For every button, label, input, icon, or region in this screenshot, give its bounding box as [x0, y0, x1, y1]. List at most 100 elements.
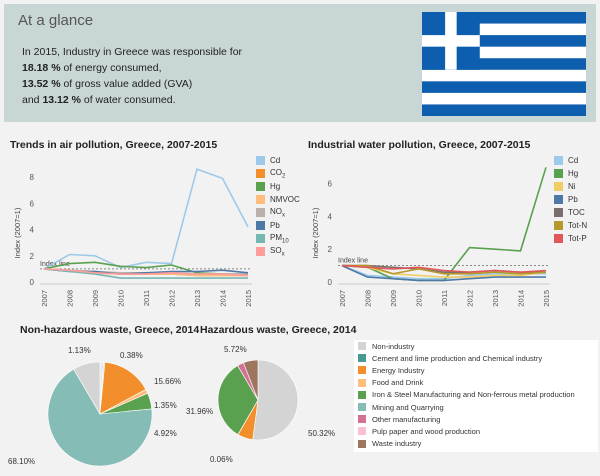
flag-stripe [422, 58, 586, 70]
legend-swatch [358, 378, 366, 387]
haz-slice-label: 0.06% [210, 455, 233, 464]
water-series-line-tot-p [341, 264, 547, 274]
haz-slice [243, 359, 259, 401]
waste-legend-item: Other manufacturing [354, 413, 598, 425]
air-index-line-label: Index line [40, 261, 70, 268]
water-legend-item: Ni [554, 180, 587, 193]
legend-label: PM10 [270, 232, 289, 245]
legend-swatch [358, 342, 366, 351]
legend-swatch [554, 195, 563, 204]
air-series-line-pm [43, 268, 248, 279]
legend-label: Pb [568, 195, 578, 204]
legend-label: Tot-P [568, 234, 587, 243]
air-x-tick: 2007 [40, 290, 49, 307]
legend-swatch [554, 221, 563, 230]
legend-label: Hg [270, 182, 281, 191]
water-y-tick: 6 [328, 180, 333, 189]
legend-swatch [358, 403, 366, 412]
legend-label: Non-industry [372, 341, 415, 351]
water-share-text: of water consumed. [80, 94, 176, 106]
air-chart-title: Trends in air pollution, Greece, 2007-20… [10, 139, 218, 151]
water-y-tick: 0 [328, 278, 333, 287]
legend-label: Food and Drink [372, 378, 424, 388]
water-legend-item: Tot-P [554, 232, 587, 245]
water-legend-item: Cd [554, 154, 587, 167]
air-legend-item: Pb [256, 219, 300, 232]
legend-swatch [256, 247, 265, 256]
legend-swatch [256, 182, 265, 191]
air-legend-item: Hg [256, 180, 300, 193]
haz-slice [252, 359, 299, 441]
nonhaz-chart-title: Non-hazardous waste, Greece, 2014 [20, 324, 200, 336]
waste-legend-item: Iron & Steel Manufacturing and Non-ferro… [354, 389, 598, 401]
water-x-tick: 2011 [440, 290, 449, 306]
waste-sector-legend: Non-industry Cement and lime production a… [354, 340, 598, 452]
air-legend-item: Cd [256, 154, 300, 167]
legend-swatch [256, 234, 265, 243]
flag-stripe [422, 81, 586, 93]
legend-swatch [256, 169, 265, 178]
legend-swatch [256, 156, 265, 165]
water-x-tick: 2007 [338, 290, 347, 307]
legend-label: NMVOC [270, 195, 300, 204]
haz-slice-label: 50.32% [308, 429, 335, 438]
air-pollution-legend: Cd CO2 Hg NMVOC NOx Pb PM10 SOx [256, 154, 300, 258]
air-y-label: Index (2007=1) [13, 207, 22, 258]
haz-slice [217, 365, 259, 435]
haz-chart-title: Hazardous waste, Greece, 2014 [200, 324, 357, 336]
water-x-tick: 2013 [491, 290, 500, 307]
legend-label: Tot-N [568, 221, 588, 230]
waste-legend-item: Energy Industry [354, 364, 598, 376]
air-legend-item: PM10 [256, 232, 300, 245]
legend-label: Pulp paper and wood production [372, 426, 480, 436]
legend-swatch [358, 427, 366, 436]
air-x-tick: 2012 [168, 290, 177, 307]
air-legend-item: NMVOC [256, 193, 300, 206]
air-series-line-so [43, 268, 249, 277]
legend-label: Energy Industry [372, 365, 425, 375]
legend-swatch [256, 195, 265, 204]
nonhazardous-waste-pie: 1.13% 0.38% 15.66% 1.35% 4.92% 68.10% [8, 346, 181, 467]
water-pollution-chart: 0 2 4 6 Index (2007=1) 2007 2008 2009 2010 2011 20… [311, 167, 551, 307]
legend-swatch [256, 208, 265, 217]
nonhaz-slice-label: 68.10% [8, 457, 35, 466]
water-y-label: Index (2007=1) [311, 207, 320, 258]
air-x-tick: 2011 [142, 290, 151, 306]
legend-label: Ni [568, 182, 576, 191]
legend-label: Hg [568, 169, 579, 178]
gva-share-text: of gross value added (GVA) [60, 78, 193, 90]
legend-label: NOx [270, 206, 285, 219]
summary-line-4: and 13.12 % of water consumed. [22, 94, 176, 106]
water-pollution-legend: Cd Hg Ni Pb TOC Tot-N Tot-P [554, 154, 587, 245]
water-x-tick: 2015 [542, 290, 551, 307]
legend-swatch [554, 208, 563, 217]
nonhaz-slice-label: 0.38% [120, 351, 143, 360]
air-x-tick: 2014 [219, 290, 228, 307]
legend-label: Cd [270, 156, 281, 165]
legend-label: Waste industry [372, 439, 422, 449]
legend-label: TOC [568, 208, 585, 217]
water-y-tick: 2 [328, 245, 333, 254]
flag-cross-horizontal [422, 35, 480, 47]
legend-swatch [358, 366, 366, 375]
legend-swatch [554, 156, 563, 165]
air-x-tick: 2013 [193, 290, 202, 307]
nonhaz-slice-label: 4.92% [154, 429, 177, 438]
nonhaz-slice [99, 361, 147, 415]
at-a-glance-panel: At a glance In 2015, Industry in Greece … [4, 4, 596, 122]
air-y-tick: 6 [30, 199, 35, 208]
legend-swatch [358, 439, 366, 448]
air-pollution-chart: 0 2 4 6 8 Index (2007=1) 2007 2008 2009 2010 2011 2… [13, 168, 253, 307]
nonhaz-slice [73, 361, 101, 416]
legend-label: Cement and lime production and Chemical … [372, 353, 543, 363]
gva-share-value: 13.52 % [22, 78, 61, 90]
legend-label: CO2 [270, 167, 286, 180]
water-series-line-hg [341, 167, 547, 282]
air-legend-item: CO2 [256, 167, 300, 180]
air-x-tick: 2008 [66, 290, 75, 307]
greece-flag-icon [422, 12, 586, 116]
haz-slice-label: 5.72% [224, 345, 247, 354]
water-x-tick: 2008 [364, 290, 373, 307]
air-y-tick: 2 [30, 252, 35, 261]
legend-swatch [256, 221, 265, 230]
